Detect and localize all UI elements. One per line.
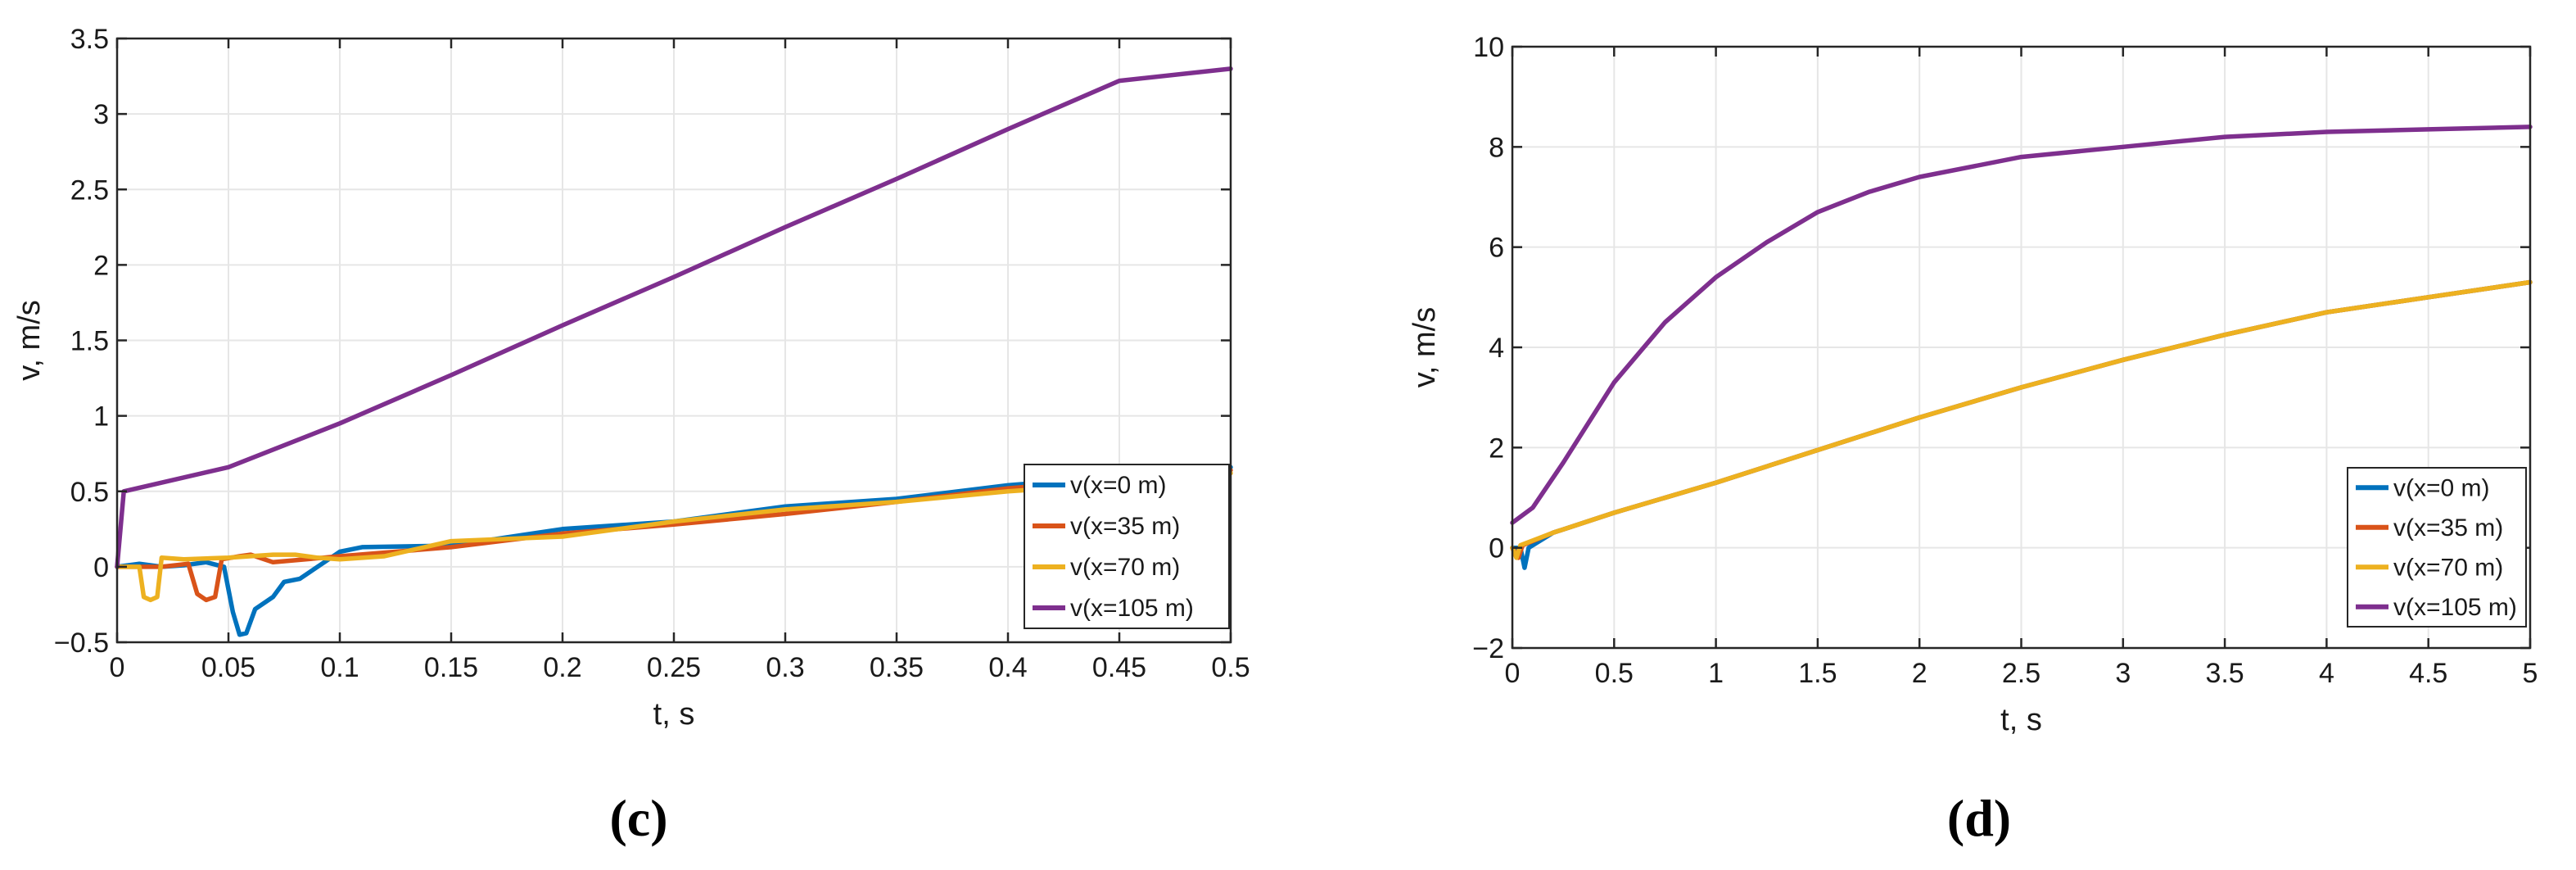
chart-d-y-tick-label: −2 [1472, 633, 1504, 664]
chart-d-x-tick-label: 4.5 [2409, 658, 2447, 689]
chart-d-series-line-3 [1510, 125, 2533, 525]
chart-d-y-tick-label: 10 [1473, 32, 1504, 63]
chart-d-legend-label: v(x=70 m) [2393, 554, 2503, 581]
chart-c-y-tick-label: 0.5 [70, 477, 109, 508]
chart-d-x-tick-label: 0 [1505, 658, 1521, 689]
chart-c-x-tick-label: 0.45 [1092, 652, 1146, 683]
chart-c-x-tick-label: 0.2 [543, 652, 581, 683]
chart-c-legend-label: v(x=105 m) [1070, 595, 1194, 622]
chart-d-x-tick-label: 5 [2523, 658, 2538, 689]
chart-c-legend-label: v(x=35 m) [1070, 513, 1180, 540]
chart-c-legend-label: v(x=70 m) [1070, 554, 1180, 581]
chart-d-legend: v(x=0 m) v(x=35 m) v(x=70 m) v(x=105 m) [2347, 467, 2527, 628]
chart-d-x-tick-label: 4 [2319, 658, 2334, 689]
chart-d-y-tick-label: 2 [1489, 433, 1504, 464]
chart-c-y-tick-label: −0.5 [54, 628, 109, 659]
chart-d-y-tick-label: 8 [1489, 132, 1504, 163]
chart-c-series-line-0 [115, 464, 1233, 637]
chart-c-y-tick-label: 3.5 [70, 24, 109, 55]
chart-d-x-tick-label: 3.5 [2205, 658, 2244, 689]
chart-c-y-tick-label: 2 [93, 250, 109, 281]
chart-c-y-tick-label: 0 [93, 552, 109, 583]
chart-c-y-axis-label: v, m/s [12, 300, 47, 381]
chart-d-x-tick-label: 1.5 [1798, 658, 1837, 689]
chart-c-caption: (c) [609, 789, 667, 847]
chart-c-y-tick-label: 1.5 [70, 326, 109, 357]
chart-d-y-tick-label: 0 [1489, 533, 1504, 564]
chart-d-x-tick-label: 0.5 [1595, 658, 1634, 689]
chart-c-x-tick-label: 0.35 [870, 652, 924, 683]
chart-d-x-tick-label: 2 [1912, 658, 1927, 689]
chart-panel-c: 0 0.05 0.1 0.15 0.2 0.25 0.3 0.35 0.4 0.45 0.5 −0.5… [12, 24, 1250, 847]
chart-c-y-tick-label: 2.5 [70, 174, 109, 206]
chart-c-x-tick-label: 0.4 [988, 652, 1027, 683]
chart-c-series-line-3 [115, 66, 1233, 569]
chart-c-legend: v(x=0 m) v(x=35 m) v(x=70 m) v(x=105 m) [1024, 464, 1230, 629]
chart-c-x-tick-label: 0.05 [201, 652, 255, 683]
chart-c-x-axis-label: t, s [653, 697, 695, 732]
chart-d-caption: (d) [1947, 789, 2011, 847]
chart-c-x-tick-label: 0.25 [647, 652, 701, 683]
chart-c-x-tick-label: 0.3 [766, 652, 804, 683]
chart-c-series-line-2 [115, 470, 1233, 603]
chart-d-legend-box [2347, 467, 2527, 628]
chart-c-x-tick-label: 0.1 [320, 652, 359, 683]
chart-d-x-tick-label: 2.5 [2002, 658, 2040, 689]
chart-c-y-tick-label: 1 [93, 401, 109, 433]
chart-d-y-tick-label: 4 [1489, 333, 1504, 364]
chart-d-legend-label: v(x=105 m) [2393, 594, 2517, 621]
chart-c-legend-box [1024, 464, 1230, 629]
chart-d-y-axis-label: v, m/s [1408, 307, 1442, 388]
chart-d-legend-label: v(x=35 m) [2393, 514, 2503, 541]
chart-c-x-tick-label: 0.15 [424, 652, 478, 683]
chart-c-y-tick-label: 3 [93, 99, 109, 130]
chart-c-legend-label: v(x=0 m) [1070, 472, 1167, 499]
chart-d-x-axis-label: t, s [2000, 703, 2042, 737]
chart-d-y-tick-label: 6 [1489, 233, 1504, 264]
chart-c-x-tick-label: 0.5 [1211, 652, 1250, 683]
chart-d-legend-label: v(x=0 m) [2393, 474, 2490, 501]
chart-d-series-line-2 [1510, 279, 2533, 560]
chart-d-x-tick-label: 3 [2115, 658, 2131, 689]
chart-d-x-tick-label: 1 [1708, 658, 1724, 689]
chart-c-x-tick-label: 0 [110, 652, 125, 683]
